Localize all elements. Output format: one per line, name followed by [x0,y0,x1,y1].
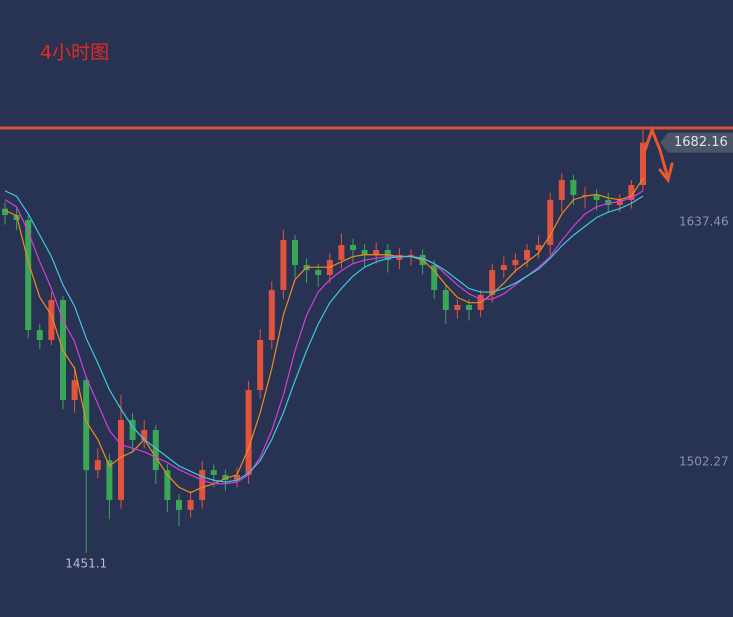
candle-body [94,460,101,471]
candle-body [593,194,600,200]
candle-body [396,254,403,260]
candle-body [512,259,519,266]
candle-body [71,380,78,400]
candle-body [83,380,90,471]
y-tick-label: 1502.27 [679,454,729,468]
candle-body [535,244,542,250]
candle-body [616,199,623,206]
price-tag [660,132,733,153]
candle-body [454,305,461,310]
candle-body [350,244,356,250]
last-price-label: 1682.16 [674,135,728,150]
candle-body [187,499,194,510]
candle-body [500,265,507,271]
candle-body [210,470,217,475]
candle-body [141,429,148,440]
candle-body [164,470,171,500]
candle-body [408,254,414,256]
moving-average-line [4,178,644,494]
candle-body [280,240,287,290]
arrow-annotation [643,125,674,184]
candle-body [361,249,368,255]
candle-body [489,270,496,295]
candle-body [268,289,275,340]
candle-body [628,184,635,200]
candle-body [25,219,32,331]
candle-body [234,474,240,480]
candle-body [292,240,298,266]
candle-body [315,270,322,275]
candle-body [199,470,206,500]
candle-body [245,390,252,475]
candle-body [36,330,43,340]
candle-body [570,180,577,195]
candle-body [2,208,8,215]
y-tick-label: 1637.46 [679,214,729,228]
candle-body [547,199,554,245]
candle-body [152,429,159,471]
candle-body [582,194,588,196]
candle-body [338,244,345,260]
candle-body [129,419,136,440]
candle-body [257,339,264,391]
candle-body [48,300,55,340]
candle-body [558,180,565,200]
candle-body [640,142,646,185]
candle-body [176,499,182,510]
plot-area: 1637.46 1502.27 [0,126,733,553]
moving-average-line [4,190,644,483]
low-price-label: 1451.1 [65,556,107,570]
candle-body [524,249,530,260]
candle-body [106,460,113,500]
moving-average-line [4,190,644,485]
candle-body [118,419,124,500]
chart-title: 4小时图 [40,42,109,64]
candle-body [466,305,472,310]
candle-body [605,199,612,206]
candle-body [442,289,449,310]
candle-body [222,474,229,480]
candle-body [431,265,438,290]
candle-body [373,249,380,255]
